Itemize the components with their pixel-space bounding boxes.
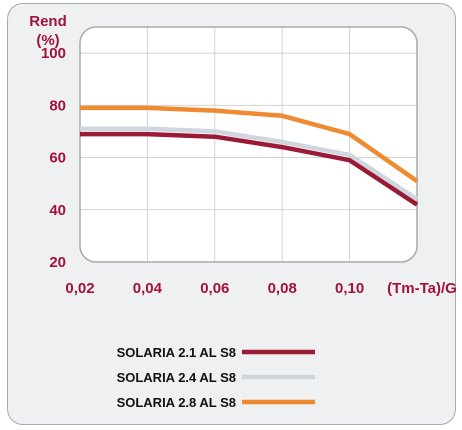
x-tick-label: 0,10 [335, 280, 364, 297]
legend-label: SOLARIA 2.8 AL S8 [117, 395, 236, 410]
x-tick-label: 0,04 [133, 280, 163, 297]
series-line-1 [80, 131, 419, 207]
y-tick-label: 80 [49, 97, 66, 114]
legend-label: SOLARIA 2.4 AL S8 [117, 370, 236, 385]
y-axis-label: Rend [29, 13, 67, 30]
y-tick-label: 40 [49, 202, 66, 219]
y-tick-label: 20 [49, 254, 66, 271]
series-line-3 [80, 105, 419, 183]
x-axis-label: (Tm-Ta)/G [387, 280, 457, 297]
series-line-2 [80, 126, 419, 202]
plot-area [80, 27, 417, 262]
y-axis-label: (%) [36, 32, 59, 49]
x-tick-label: 0,02 [65, 280, 94, 297]
y-tick-label: 100 [41, 45, 66, 62]
plot-border [79, 26, 418, 263]
y-tick-label: 60 [49, 150, 66, 167]
x-tick-label: 0,08 [268, 280, 297, 297]
x-tick-label: 0,06 [200, 280, 229, 297]
legend-label: SOLARIA 2.1 AL S8 [117, 345, 236, 360]
